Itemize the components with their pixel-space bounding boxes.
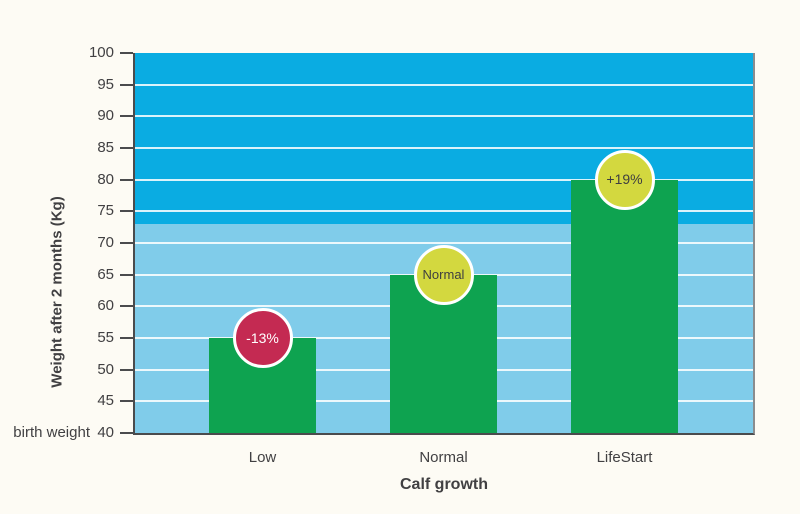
- bar-badge: +19%: [594, 149, 655, 210]
- y-tick-label: 75: [97, 202, 114, 220]
- y-tick-mark: [120, 400, 133, 403]
- y-tick-label: 65: [97, 265, 114, 283]
- y-tick-mark: [120, 52, 133, 54]
- y-tick-mark: [120, 273, 133, 276]
- y-tick-mark: [120, 432, 133, 434]
- y-tick-mark: [120, 83, 133, 86]
- y-tick-label: 90: [97, 107, 114, 125]
- x-category-label: Normal: [419, 449, 468, 466]
- bar: [571, 179, 678, 433]
- y-tick-label: 55: [97, 329, 114, 346]
- gridline: [135, 115, 753, 118]
- y-tick-label: 100: [88, 44, 114, 61]
- y-tick-label: 85: [97, 139, 114, 156]
- y-tick-label: 40: [97, 424, 114, 441]
- gridline: [135, 147, 753, 149]
- gridline: [135, 242, 753, 244]
- y-tick-mark: [120, 210, 133, 213]
- x-category-label: Low: [248, 449, 277, 466]
- y-tick-mark: [120, 337, 133, 339]
- plot-area: -13% Normal +19%: [133, 53, 755, 435]
- y-tick-mark: [120, 368, 133, 371]
- y-tick-label: 95: [97, 75, 114, 93]
- y-tick-label: 45: [97, 392, 114, 410]
- y-tick-mark: [120, 178, 133, 181]
- x-category-label: LifeStart: [596, 449, 653, 466]
- bar-badge: Normal: [413, 244, 474, 305]
- birth-weight-label: birth weight: [13, 424, 90, 441]
- y-tick-label: 50: [97, 360, 114, 378]
- gridline: [135, 210, 753, 213]
- bar-badge: -13%: [232, 308, 293, 368]
- y-tick-label: 60: [97, 297, 114, 315]
- y-tick-label: 80: [97, 170, 114, 188]
- gridline: [135, 178, 753, 181]
- gridline: [135, 83, 753, 86]
- y-tick-mark: [120, 305, 133, 308]
- y-tick-mark: [120, 242, 133, 244]
- y-tick-mark: [120, 147, 133, 149]
- x-axis-title: Calf growth: [400, 476, 488, 493]
- y-tick-label: 70: [97, 234, 114, 251]
- y-axis-title: Weight after 2 months (Kg): [48, 196, 66, 388]
- y-tick-mark: [120, 115, 133, 118]
